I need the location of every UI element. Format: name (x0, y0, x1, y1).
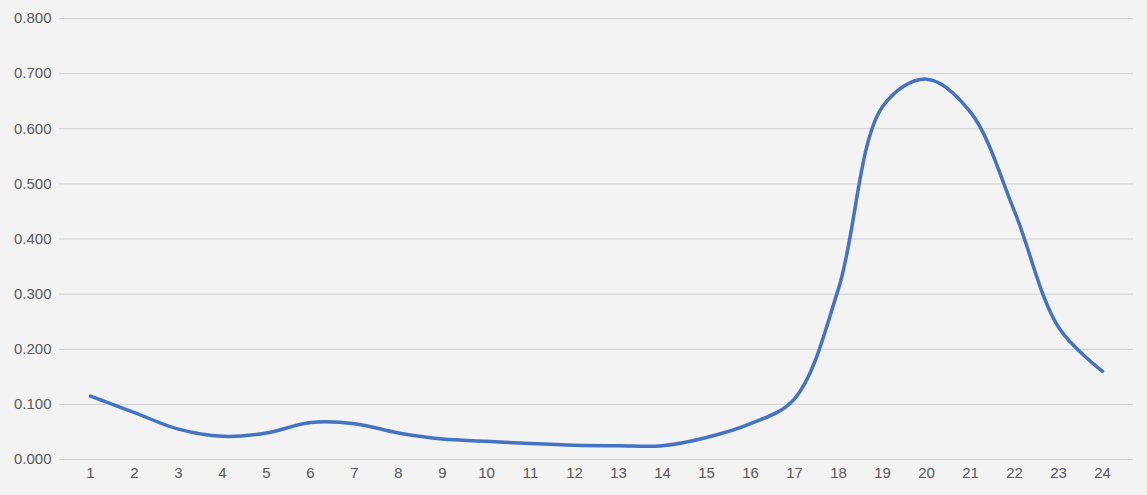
svg-text:5: 5 (262, 464, 270, 481)
svg-text:0.200: 0.200 (14, 340, 52, 357)
svg-text:0.500: 0.500 (14, 175, 52, 192)
svg-text:22: 22 (1006, 464, 1023, 481)
svg-text:15: 15 (698, 464, 715, 481)
svg-text:2: 2 (130, 464, 138, 481)
svg-text:12: 12 (566, 464, 583, 481)
svg-text:10: 10 (478, 464, 495, 481)
svg-text:0.600: 0.600 (14, 120, 52, 137)
svg-text:20: 20 (918, 464, 935, 481)
svg-text:19: 19 (874, 464, 891, 481)
svg-text:7: 7 (350, 464, 358, 481)
svg-text:18: 18 (830, 464, 847, 481)
svg-text:6: 6 (306, 464, 314, 481)
svg-text:0.400: 0.400 (14, 230, 52, 247)
svg-text:13: 13 (610, 464, 627, 481)
svg-text:3: 3 (174, 464, 182, 481)
svg-text:24: 24 (1094, 464, 1111, 481)
svg-text:17: 17 (786, 464, 803, 481)
svg-text:23: 23 (1050, 464, 1067, 481)
svg-text:21: 21 (962, 464, 979, 481)
svg-text:0.800: 0.800 (14, 9, 52, 26)
svg-text:1: 1 (86, 464, 94, 481)
svg-text:0.000: 0.000 (14, 450, 52, 467)
svg-text:0.300: 0.300 (14, 285, 52, 302)
svg-text:0.100: 0.100 (14, 395, 52, 412)
svg-text:4: 4 (218, 464, 226, 481)
svg-text:16: 16 (742, 464, 759, 481)
svg-text:0.700: 0.700 (14, 64, 52, 81)
svg-text:11: 11 (523, 464, 539, 481)
svg-text:9: 9 (438, 464, 446, 481)
svg-text:14: 14 (654, 464, 671, 481)
svg-text:8: 8 (394, 464, 402, 481)
